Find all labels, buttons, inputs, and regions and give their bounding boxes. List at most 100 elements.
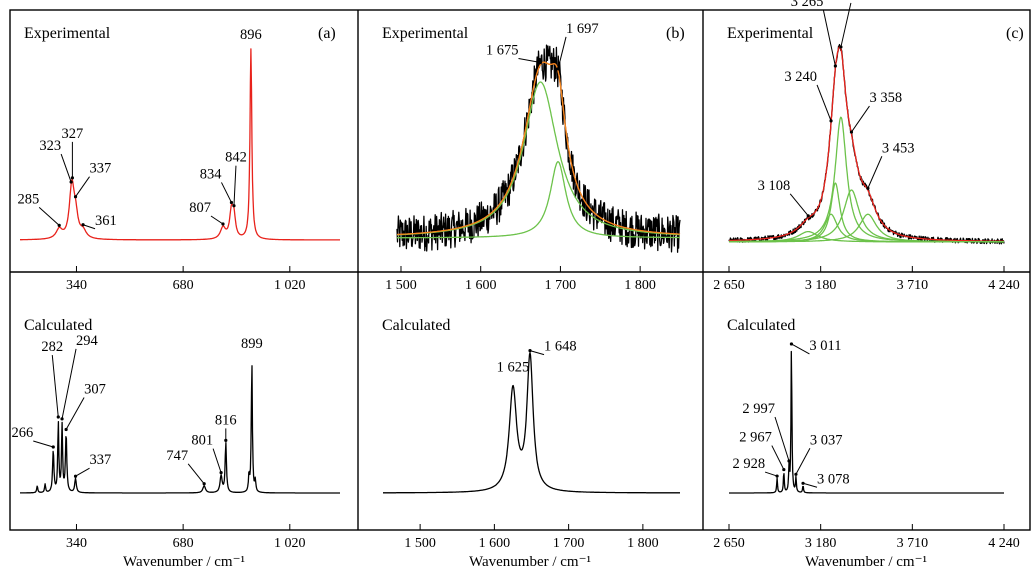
annotation-arrowhead-a-calc-1 bbox=[56, 415, 60, 419]
annotation-leader-c-calc-1 bbox=[771, 445, 785, 470]
annotation-arrowhead-c-exp-1 bbox=[829, 119, 833, 123]
x-tick-label-a-exp-2: 1 020 bbox=[274, 278, 306, 293]
x-tick-label-b-calc-3: 1 800 bbox=[627, 536, 659, 551]
annotation-label-a-exp-3: 337 bbox=[90, 161, 112, 177]
x-tick-label-b-exp-1: 1 600 bbox=[465, 278, 497, 293]
annotation-leader-b-calc-1 bbox=[529, 350, 545, 356]
annotation-arrowhead-c-calc-2 bbox=[787, 459, 791, 463]
series-b-exp-0 bbox=[396, 44, 681, 253]
x-tick-label-a-exp-0: 340 bbox=[66, 278, 87, 293]
x-tick-label-c-exp-0: 2 650 bbox=[713, 278, 745, 293]
annotation-arrowhead-a-calc-2 bbox=[60, 417, 64, 421]
annotation-label-c-calc-2: 2 997 bbox=[742, 401, 775, 417]
annotation-label-a-calc-7: 816 bbox=[215, 412, 237, 428]
series-b-exp-2 bbox=[396, 81, 681, 236]
annotation-leader-c-calc-4 bbox=[795, 448, 811, 475]
annotation-leader-a-exp-5 bbox=[210, 215, 224, 225]
annotation-label-a-calc-3: 307 bbox=[84, 381, 106, 397]
annotation-label-a-exp-4: 361 bbox=[95, 213, 117, 229]
panel-b-exp: 1 675 1 697 1 500 1 600 1 700 1 800 bbox=[385, 21, 681, 293]
figure-frame bbox=[9, 9, 1031, 531]
annotation-arrowhead-c-calc-1 bbox=[782, 467, 786, 472]
annotation-arrowhead-c-exp-5 bbox=[866, 186, 870, 190]
annotation-label-a-exp-7: 842 bbox=[225, 150, 247, 166]
series-c-exp-7 bbox=[728, 213, 1005, 243]
x-tick-label-a-exp-1: 680 bbox=[173, 278, 194, 293]
annotation-label-a-exp-5: 807 bbox=[189, 200, 211, 216]
annotation-leader-c-calc-0 bbox=[764, 471, 778, 477]
annotation-arrowhead-c-calc-4 bbox=[794, 472, 798, 476]
annotation-arrowhead-a-exp-5 bbox=[221, 222, 225, 226]
annotation-arrowhead-c-calc-5 bbox=[801, 481, 805, 485]
annotation-leader-a-exp-3 bbox=[75, 176, 90, 197]
series-b-exp-3 bbox=[396, 161, 681, 239]
x-tick-label-c-calc-1: 3 180 bbox=[805, 536, 837, 551]
annotation-label-a-exp-6: 834 bbox=[200, 166, 223, 182]
annotation-arrowhead-a-exp-1 bbox=[69, 180, 73, 184]
annotation-arrowhead-c-exp-2 bbox=[833, 64, 837, 68]
annotation-arrowhead-a-calc-4 bbox=[73, 474, 78, 478]
annotation-label-a-calc-0: 266 bbox=[12, 425, 34, 441]
annotation-leader-a-calc-2 bbox=[61, 348, 77, 420]
annotation-leader-a-exp-4 bbox=[82, 224, 96, 230]
annotation-leader-c-exp-4 bbox=[851, 105, 870, 133]
annotation-label-c-exp-0: 3 108 bbox=[758, 178, 791, 194]
annotation-arrowhead-a-exp-3 bbox=[73, 195, 78, 199]
annotation-arrowhead-a-exp-2 bbox=[70, 176, 74, 180]
annotation-label-a-exp-0: 285 bbox=[17, 191, 39, 207]
x-tick-label-b-calc-0: 1 500 bbox=[404, 536, 436, 551]
annotation-arrowhead-a-exp-4 bbox=[81, 223, 85, 227]
panel-c-tag: (c) bbox=[1006, 25, 1024, 42]
x-axis-label-b: Wavenumber / cm⁻¹ bbox=[469, 554, 591, 570]
x-axis-label-a: Wavenumber / cm⁻¹ bbox=[123, 554, 245, 570]
annotation-leader-a-calc-6 bbox=[212, 448, 222, 473]
panel-a-calc-title: Calculated bbox=[24, 317, 92, 334]
panel-a-exp-title: Experimental bbox=[24, 25, 111, 42]
annotation-label-c-exp-3: 3 297 bbox=[851, 0, 884, 3]
annotation-arrowhead-c-calc-3 bbox=[789, 342, 794, 346]
annotation-leader-c-exp-3 bbox=[840, 2, 852, 48]
panel-b-tag: (b) bbox=[666, 25, 685, 42]
series-b-calc-0 bbox=[382, 351, 681, 494]
annotation-label-a-exp-2: 327 bbox=[62, 126, 84, 142]
annotation-arrowhead-a-calc-0 bbox=[51, 445, 55, 449]
annotation-label-a-calc-4: 337 bbox=[90, 452, 112, 468]
annotation-label-a-calc-1: 282 bbox=[41, 339, 63, 355]
x-tick-label-c-exp-2: 3 710 bbox=[897, 278, 929, 293]
annotation-leader-a-calc-4 bbox=[75, 467, 90, 477]
x-tick-label-c-exp-3: 4 240 bbox=[988, 278, 1020, 293]
annotation-label-c-calc-3: 3 011 bbox=[809, 338, 841, 354]
annotation-leader-a-calc-0 bbox=[33, 440, 54, 448]
annotation-label-a-calc-6: 801 bbox=[191, 433, 213, 449]
annotation-label-c-calc-0: 2 928 bbox=[732, 456, 765, 472]
annotation-leader-c-calc-2 bbox=[774, 416, 790, 462]
panel-c-calc-title: Calculated bbox=[727, 317, 795, 334]
annotation-label-a-calc-8: 899 bbox=[241, 336, 263, 352]
annotation-label-c-exp-5: 3 453 bbox=[882, 140, 915, 156]
annotation-leader-c-exp-2 bbox=[822, 9, 836, 67]
x-tick-label-b-exp-0: 1 500 bbox=[385, 278, 417, 293]
annotation-label-b-exp-0: 1 675 bbox=[486, 43, 519, 59]
annotation-label-a-calc-5: 747 bbox=[166, 448, 188, 464]
annotation-label-a-exp-1: 323 bbox=[39, 138, 61, 154]
annotation-arrowhead-b-calc-1 bbox=[528, 349, 532, 353]
series-c-exp-0 bbox=[728, 43, 1005, 245]
annotation-label-c-exp-2: 3 265 bbox=[791, 0, 824, 10]
x-tick-label-b-exp-3: 1 800 bbox=[624, 278, 656, 293]
panel-c-exp-title: Experimental bbox=[727, 25, 814, 42]
series-b-exp-1 bbox=[396, 61, 681, 236]
series-c-calc-0 bbox=[728, 350, 1005, 494]
annotation-arrowhead-a-calc-6 bbox=[219, 471, 223, 475]
annotation-arrowhead-c-exp-3 bbox=[839, 45, 843, 49]
annotation-leader-c-calc-5 bbox=[802, 482, 818, 488]
panel-c-calc: 2 928 2 967 2 997 3 011 3 037 3 078 2 650 3 180… bbox=[713, 338, 1020, 551]
x-tick-label-c-calc-2: 3 710 bbox=[897, 536, 929, 551]
annotation-leader-a-exp-1 bbox=[60, 153, 72, 183]
annotation-arrowhead-c-calc-0 bbox=[775, 474, 779, 478]
x-axis-label-c: Wavenumber / cm⁻¹ bbox=[805, 554, 927, 570]
annotation-leader-c-calc-3 bbox=[791, 343, 810, 355]
annotation-leader-a-exp-7 bbox=[233, 165, 237, 206]
